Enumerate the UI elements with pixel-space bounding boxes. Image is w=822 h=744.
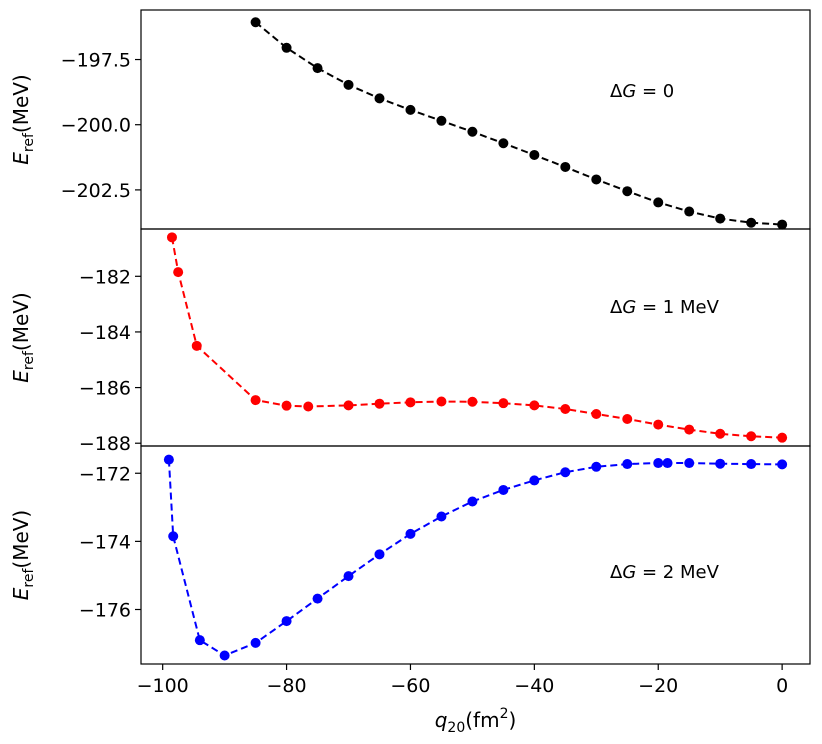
- y-tick-label: −182: [79, 266, 131, 288]
- data-point: [281, 42, 292, 53]
- data-point: [312, 63, 323, 74]
- data-point: [622, 459, 633, 470]
- data-point: [343, 400, 354, 411]
- data-point: [591, 174, 602, 185]
- data-point: [374, 549, 385, 560]
- data-point: [303, 401, 314, 412]
- x-tick-label: 0: [776, 675, 788, 697]
- panel-annotation: ΔG = 2 MeV: [610, 562, 720, 583]
- data-point: [436, 396, 447, 407]
- y-tick-label: −174: [79, 531, 131, 553]
- series-line: [254, 21, 783, 226]
- x-tick-label: −60: [390, 675, 430, 697]
- data-point: [191, 340, 202, 351]
- data-point: [591, 461, 602, 472]
- data-point: [529, 149, 540, 160]
- x-tick-label: −100: [137, 675, 189, 697]
- data-point: [498, 398, 509, 409]
- data-point: [746, 431, 757, 442]
- data-point: [405, 104, 416, 115]
- y-tick-label: −202.5: [61, 180, 131, 202]
- data-point: [343, 571, 354, 582]
- data-point: [529, 400, 540, 411]
- data-point: [746, 459, 757, 470]
- data-point: [622, 186, 633, 197]
- data-point: [498, 138, 509, 149]
- data-point: [622, 414, 633, 425]
- data-point: [498, 484, 509, 495]
- data-point: [777, 459, 788, 470]
- data-point: [684, 458, 695, 469]
- panel-annotation: ΔG = 1 MeV: [610, 297, 720, 318]
- data-point: [560, 403, 571, 414]
- data-point: [715, 428, 726, 439]
- y-tick-label: −176: [79, 600, 131, 622]
- plot-frame: [140, 9, 811, 230]
- data-point: [653, 458, 664, 469]
- data-point: [374, 398, 385, 409]
- panel-middle: −182 −184 −186 −188 Eref(MeV) ΔG = 1 MeV: [9, 228, 811, 455]
- data-point: [653, 419, 664, 430]
- y-tick-label: −188: [79, 433, 131, 455]
- data-point: [467, 496, 478, 507]
- data-point: [684, 206, 695, 217]
- data-point: [715, 458, 726, 469]
- data-point: [777, 432, 788, 443]
- data-point: [168, 531, 179, 542]
- data-point: [312, 593, 323, 604]
- data-point: [405, 397, 416, 408]
- panel-annotation: ΔG = 0: [610, 81, 674, 102]
- data-point: [173, 267, 184, 278]
- data-point: [467, 126, 478, 137]
- x-tick-label: −80: [267, 675, 307, 697]
- data-point: [281, 400, 292, 411]
- series-line: [171, 237, 783, 439]
- data-point: [777, 219, 788, 230]
- data-point: [250, 637, 261, 648]
- x-tick-label: −40: [514, 675, 554, 697]
- data-point: [746, 217, 757, 228]
- data-point: [529, 475, 540, 486]
- y-tick-label: −172: [79, 463, 131, 485]
- y-axis-label: Eref(MeV): [9, 510, 37, 601]
- y-axis-label: Eref(MeV): [9, 292, 37, 383]
- plot-frame: [140, 228, 811, 447]
- y-axis-label: Eref(MeV): [9, 74, 37, 165]
- series-line: [167, 459, 783, 657]
- data-point: [374, 93, 385, 104]
- y-tick-label: −186: [79, 378, 131, 400]
- y-tick-label: −200.0: [61, 115, 131, 137]
- data-point: [560, 161, 571, 172]
- panel-bottom: −172 −174 −176 Eref(MeV) ΔG = 2 MeV: [9, 445, 811, 665]
- data-point: [436, 115, 447, 126]
- y-tick-label: −197.5: [61, 50, 131, 72]
- x-tick-label: −20: [638, 675, 678, 697]
- data-point: [166, 232, 177, 243]
- data-point: [194, 635, 205, 646]
- data-point: [219, 650, 230, 661]
- plot-frame: [140, 445, 811, 665]
- y-tick-label: −184: [79, 322, 131, 344]
- data-point: [436, 511, 447, 522]
- data-point: [163, 454, 174, 465]
- panel-top: −197.5 −200.0 −202.5 Eref(MeV) ΔG = 0: [9, 9, 811, 230]
- data-point: [250, 17, 261, 28]
- data-point: [281, 616, 292, 627]
- data-point: [467, 396, 478, 407]
- data-point: [250, 395, 261, 406]
- data-point: [684, 424, 695, 435]
- x-axis-label: q20(fm2): [435, 706, 517, 736]
- data-point: [405, 528, 416, 539]
- data-point: [662, 458, 673, 469]
- data-point: [343, 79, 354, 90]
- data-point: [591, 409, 602, 420]
- data-point: [715, 213, 726, 224]
- data-point: [653, 197, 664, 208]
- data-point: [560, 467, 571, 478]
